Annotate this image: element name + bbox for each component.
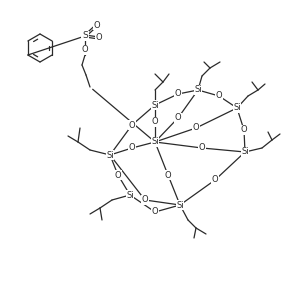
Text: Si: Si xyxy=(151,101,159,109)
Text: O: O xyxy=(212,176,218,184)
Text: Si: Si xyxy=(151,137,159,146)
Text: Si: Si xyxy=(233,103,241,113)
Text: Si: Si xyxy=(126,190,134,200)
Text: Si: Si xyxy=(241,148,249,156)
Text: O: O xyxy=(193,123,199,133)
Text: O: O xyxy=(82,46,88,54)
Text: O: O xyxy=(241,125,247,135)
Text: Si: Si xyxy=(176,201,184,209)
Text: O: O xyxy=(216,91,222,101)
Text: Si: Si xyxy=(194,86,202,95)
Text: O: O xyxy=(152,117,158,127)
Text: O: O xyxy=(129,121,135,129)
Text: O: O xyxy=(142,196,148,205)
Text: Si: Si xyxy=(106,150,114,160)
Text: O: O xyxy=(96,34,102,42)
Text: O: O xyxy=(115,170,121,180)
Text: O: O xyxy=(129,144,135,152)
Text: O: O xyxy=(199,144,205,152)
Text: O: O xyxy=(94,21,100,30)
Text: O: O xyxy=(152,207,158,217)
Text: O: O xyxy=(175,113,181,123)
Text: S: S xyxy=(82,32,88,40)
Text: O: O xyxy=(165,170,171,180)
Text: O: O xyxy=(175,89,181,99)
